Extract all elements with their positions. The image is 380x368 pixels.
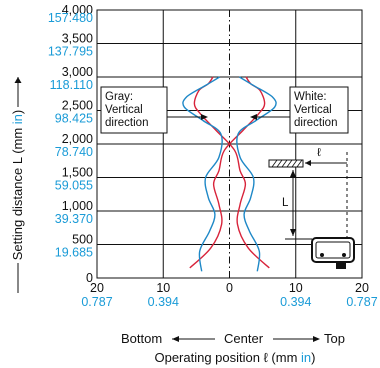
inset-l-arrow-left [305,160,311,166]
y-tick-label-in: 19.685 [55,246,93,260]
y-axis-title-group: Setting distance L (mm in) [10,77,25,293]
white-label-line: Vertical [294,104,332,116]
white-annotation-text: White: Vertical direction [294,91,337,129]
y-tick-label-mm: 3,500 [62,32,93,46]
x-tick-label-in: 0.787 [346,295,377,309]
y-tick-label-mm: 1,000 [62,199,93,213]
x-axis-title-unit: in [301,350,311,365]
y-tick-label-in: 137.795 [48,45,93,59]
white-label-line: direction [294,117,337,129]
y-axis-title-prefix: Setting distance L (mm [10,124,25,260]
y-tick-label-in: 59.055 [55,179,93,193]
y-tick-label-mm: 3,000 [62,65,93,79]
series-white-curve [193,76,270,269]
inset-l-label: ℓ [317,147,321,159]
white-label-line: White: [294,91,327,103]
inset-sensor-hole-right [342,253,346,257]
y-tick-label-in: 78.740 [55,145,93,159]
white-annotation-box [289,86,349,134]
x-tick-label-mm: 10 [156,281,170,295]
series-white-curve [189,76,266,269]
gray-label-line: Vertical [105,104,143,116]
x-tick-label-mm: 10 [289,281,303,295]
x-tick-label-in: 0.394 [280,295,311,309]
x-axis-title-prefix: Operating position ℓ (mm [154,350,301,365]
y-tick-label-mm: 2,000 [62,132,93,146]
inset-target-hatching [271,159,303,168]
x-tick-label-in: 0.787 [81,295,112,309]
gray-annotation: Gray: Vertical direction [100,86,208,134]
x-tick-label-mm: 0 [226,281,233,295]
y-axis-title-arrow [14,77,22,83]
x-axis-title: Operating position ℓ (mm in) [154,350,315,365]
gray-annotation-text: Gray: Vertical direction [105,91,148,129]
series-gray-curve [236,76,277,272]
gray-label-line: direction [105,117,148,129]
inset-sensor-hole-left [320,253,324,257]
inset-L-arrow-top [290,170,296,177]
y-tick-label-in: 118.110 [50,78,93,92]
direction-left-arrow [172,336,179,342]
y-axis-title-unit: in [10,114,25,124]
inset-sensor-connector [336,262,346,269]
setup-inset: ℓ L [268,147,355,269]
white-annotation-arrowhead [250,114,257,120]
y-tick-label-mm: 4,000 [62,3,93,17]
x-axis-title-suffix: ) [311,350,315,365]
x-tick-label-mm: 20 [90,281,104,295]
y-axis-title-suffix: ) [10,110,25,114]
x-tick-label-in: 0.394 [148,295,179,309]
y-axis-title: Setting distance L (mm in) [10,110,25,261]
direction-center: Center [224,331,264,346]
inset-target-plate [268,159,304,168]
inset-L-arrow-bottom [290,229,296,236]
gray-label-line: Gray: [105,91,133,103]
y-tick-label-in: 39.370 [55,212,93,226]
y-tick-label-mm: 0 [86,271,93,285]
direction-bottom: Bottom [121,331,162,346]
y-tick-label-in: 157.480 [48,11,93,25]
ticks: 05001,0001,5002,0002,5003,0003,5004,0001… [48,3,378,309]
x-tick-label-mm: 20 [355,281,369,295]
y-tick-label-in: 98.425 [55,112,93,126]
y-tick-label-mm: 2,500 [62,99,93,113]
y-tick-label-mm: 500 [72,233,93,247]
gray-annotation-box [100,86,168,134]
y-tick-label-mm: 1,500 [62,166,93,180]
white-annotation: White: Vertical direction [250,86,349,134]
direction-top: Top [324,331,345,346]
series-gray-curve [182,76,223,272]
inset-L-label: L [282,197,289,209]
direction-legend: Bottom Center Top [121,331,345,346]
inset-sensor-face [315,241,351,259]
series-layer [182,76,277,272]
gray-annotation-arrowhead [201,114,208,120]
direction-right-arrow [313,336,320,342]
